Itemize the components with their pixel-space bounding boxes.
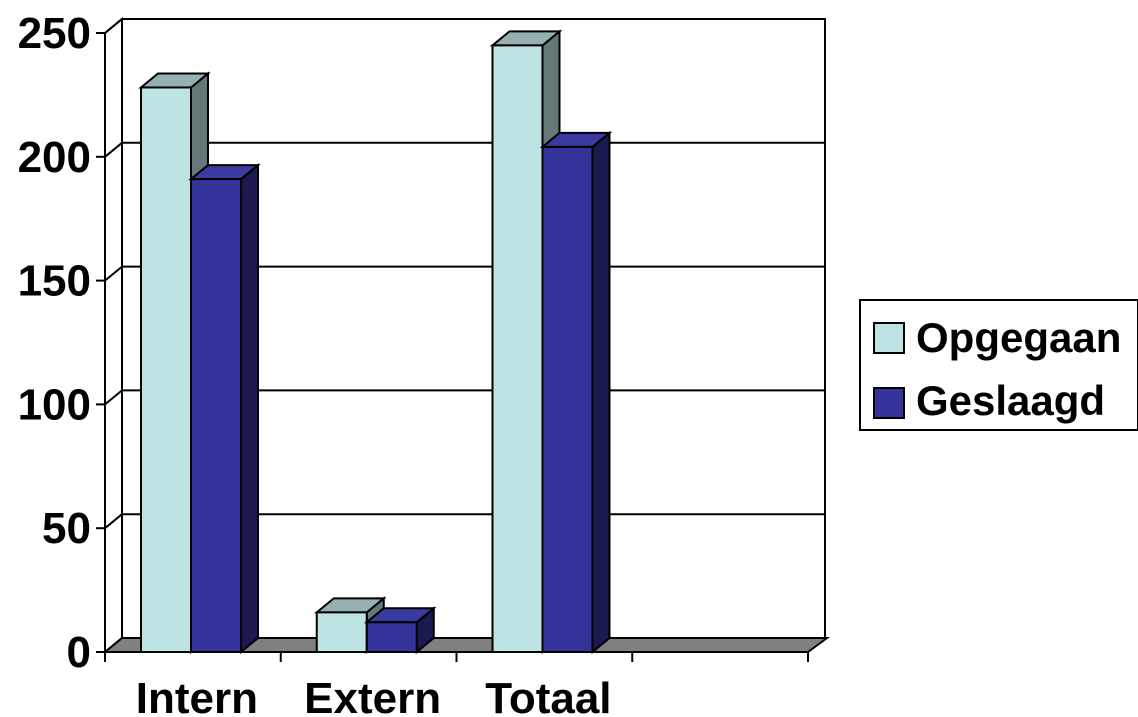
x-tick-label: Totaal <box>485 674 611 717</box>
y-tick-label: 250 <box>18 9 91 58</box>
x-tick-labels: Intern Extern Totaal <box>136 674 612 717</box>
legend-swatch-geslaagd <box>873 387 905 419</box>
y-tick-label: 100 <box>18 380 91 429</box>
y-tick-label: 0 <box>67 628 91 677</box>
legend-box <box>859 299 1138 431</box>
y-tick-label: 200 <box>18 133 91 182</box>
y-tick-labels: 0 50 100 150 200 250 <box>18 9 91 677</box>
legend-label-opgegaan: Opgegaan <box>916 314 1121 361</box>
legend-swatch-opgegaan <box>873 322 905 354</box>
gridline-side <box>104 142 123 158</box>
legend-label-geslaagd: Geslaagd <box>916 377 1105 424</box>
gridline-side <box>104 18 123 34</box>
y-tick-label: 150 <box>18 257 91 306</box>
side-wall <box>104 16 123 655</box>
bar-geslaagd-totaal <box>539 130 613 655</box>
x-tick-label: Extern <box>304 674 441 717</box>
legend: Opgegaan Geslaagd <box>859 299 1138 431</box>
bar-geslaagd-intern <box>188 162 261 655</box>
gridline-side <box>104 513 123 529</box>
gridline-side <box>104 265 123 282</box>
y-tick-label: 50 <box>42 504 91 553</box>
axes <box>96 32 809 662</box>
gridline-side <box>104 389 123 406</box>
x-tick-label: Intern <box>136 674 258 717</box>
bar-geslaagd-extern <box>363 606 437 655</box>
